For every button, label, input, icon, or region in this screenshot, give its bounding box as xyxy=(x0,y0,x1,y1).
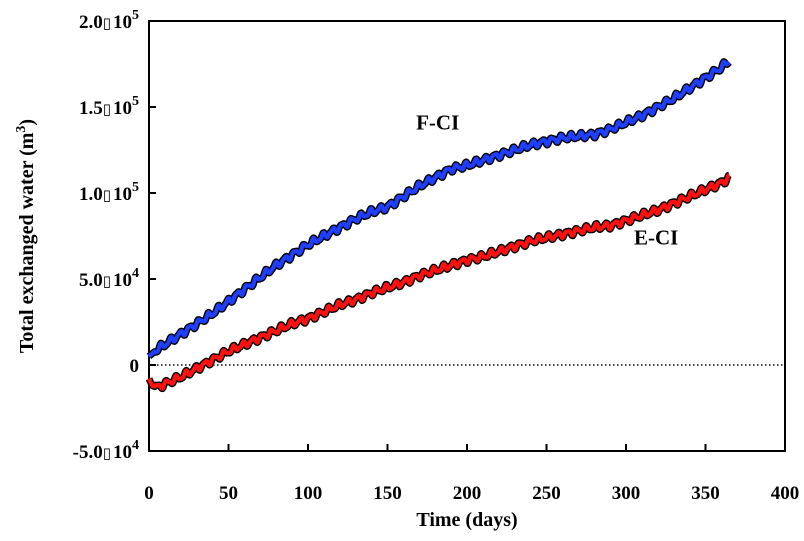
y-axis-title-superscript: 3 xyxy=(14,126,29,133)
x-tick-label: 150 xyxy=(373,483,402,504)
x-tick-label: 50 xyxy=(219,483,238,504)
series-line xyxy=(147,173,731,391)
y-tick-label: 2.0▯ 105 xyxy=(79,8,139,33)
series-layer xyxy=(145,58,733,393)
x-tick-label: 250 xyxy=(532,483,561,504)
x-tick-label: 0 xyxy=(144,483,154,504)
x-tick-label: 100 xyxy=(294,483,323,504)
series-annotation: E-CI xyxy=(634,226,678,250)
y-axis-title-close: ) xyxy=(16,119,38,126)
x-tick-label: 300 xyxy=(612,483,641,504)
y-tick-label: 0 xyxy=(130,356,140,377)
y-axis-ticks: -5.0▯ 104 0 5.0▯ 104 1.0▯ 105 1.5▯ 105 2.0▯ 105 xyxy=(73,8,156,463)
x-axis-title: Time (days) xyxy=(416,509,517,531)
y-axis-title-main: Total exchanged water (m xyxy=(16,132,38,353)
series-line xyxy=(147,59,731,358)
y-tick-label: 5.0▯ 104 xyxy=(79,266,139,291)
series-outline xyxy=(145,171,733,393)
x-tick-label: 200 xyxy=(453,483,482,504)
y-tick-label: 1.5▯ 105 xyxy=(79,94,139,119)
x-tick-label: 400 xyxy=(771,483,800,504)
x-axis-ticks: 0 50 100 150 200 250 300 350 400 xyxy=(144,444,799,504)
series-annotation: F-CI xyxy=(416,110,459,134)
y-tick-label: 1.0▯ 105 xyxy=(79,180,139,205)
y-tick-label: -5.0▯ 104 xyxy=(73,438,139,463)
annotation-layer: F-CI E-CI xyxy=(416,110,678,249)
x-tick-label: 350 xyxy=(691,483,720,504)
y-axis-title: Total exchanged water (m3) xyxy=(14,119,38,353)
